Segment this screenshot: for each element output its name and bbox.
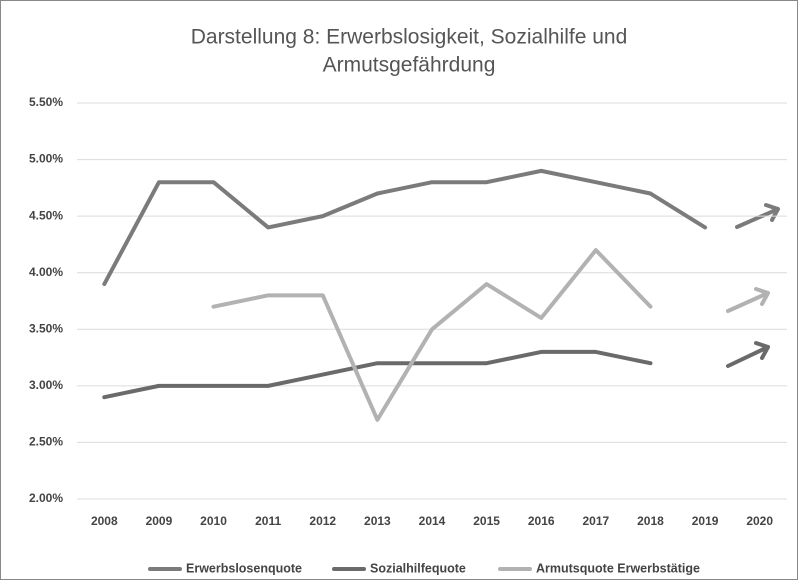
y-tick-label: 4.50%	[29, 208, 63, 222]
chart-title: Darstellung 8: Erwerbslosigkeit, Sozialh…	[191, 26, 628, 49]
trend-arrows	[726, 203, 780, 368]
x-tick-label: 2013	[364, 514, 391, 528]
x-tick-label: 2014	[419, 514, 446, 528]
legend-label: Sozialhilfequote	[370, 561, 466, 575]
x-tick-label: 2019	[692, 514, 719, 528]
x-tick-label: 2008	[91, 514, 118, 528]
x-tick-label: 2017	[582, 514, 609, 528]
x-tick-label: 2011	[255, 514, 281, 528]
y-tick-label: 5.00%	[29, 152, 63, 166]
trend-arrow	[726, 341, 770, 368]
legend-label: Armutsquote Erwerbstätige	[536, 561, 700, 575]
x-tick-label: 2020	[746, 514, 773, 528]
legend-label: Erwerbslosenquote	[186, 561, 302, 575]
series-line	[102, 349, 653, 400]
x-tick-label: 2015	[473, 514, 500, 528]
series-line	[102, 168, 708, 287]
chart-title: Armutsgefährdung	[323, 54, 496, 77]
y-tick-label: 3.50%	[29, 321, 63, 335]
x-tick-label: 2009	[146, 514, 173, 528]
y-tick-label: 2.50%	[29, 435, 63, 449]
x-tick-label: 2018	[637, 514, 664, 528]
y-tick-label: 3.00%	[29, 378, 63, 392]
x-tick-label: 2012	[309, 514, 336, 528]
y-tick-label: 4.00%	[29, 265, 63, 279]
y-tick-label: 2.00%	[29, 491, 63, 505]
x-tick-label: 2010	[200, 514, 227, 528]
trend-arrow	[726, 287, 770, 313]
y-tick-label: 5.50%	[29, 95, 63, 109]
series-line	[211, 248, 653, 422]
x-tick-label: 2016	[528, 514, 555, 528]
